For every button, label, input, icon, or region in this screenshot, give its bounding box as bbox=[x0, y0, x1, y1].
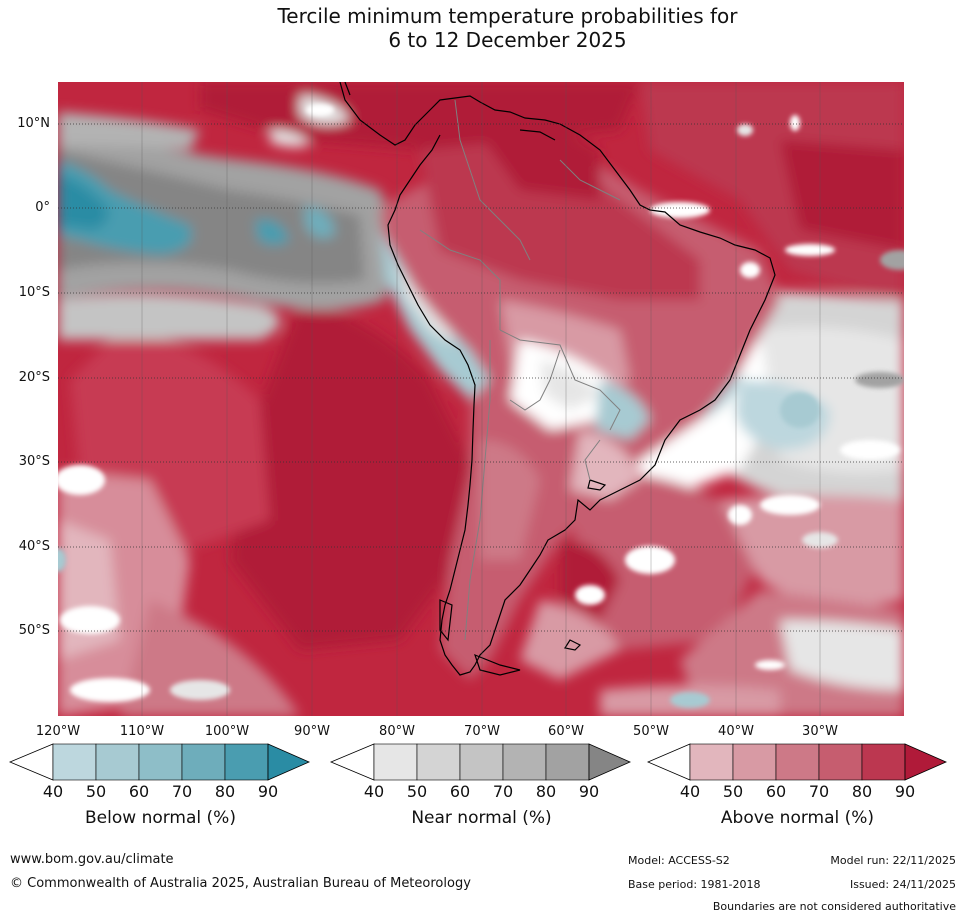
longitude-label: 90°W bbox=[294, 724, 330, 739]
colorbar-tick: 60 bbox=[449, 782, 471, 801]
latitude-label: 10°S bbox=[18, 285, 50, 300]
colorbar-segment bbox=[224, 743, 269, 781]
probability-blobs bbox=[58, 82, 904, 716]
colorbar-segment bbox=[545, 743, 590, 781]
colorbar-tick: 60 bbox=[765, 782, 787, 801]
colorbar-tick: 40 bbox=[363, 782, 385, 801]
colorbar-upper-extension bbox=[904, 743, 947, 781]
colorbar-segment bbox=[181, 743, 226, 781]
colorbar-tick: 70 bbox=[171, 782, 193, 801]
colorbar-tick: 50 bbox=[85, 782, 107, 801]
footer-copyright: © Commonwealth of Australia 2025, Austra… bbox=[10, 876, 471, 891]
latitude-label: 0° bbox=[35, 200, 50, 215]
colorbar-tick: 80 bbox=[214, 782, 236, 801]
longitude-label: 50°W bbox=[633, 724, 669, 739]
colorbar-segment bbox=[689, 743, 734, 781]
colorbar-title: Above normal (%) bbox=[720, 808, 875, 828]
colorbar-tick: 80 bbox=[851, 782, 873, 801]
colorbar-tick: 40 bbox=[42, 782, 64, 801]
colorbar-lower-extension bbox=[8, 743, 54, 781]
colorbar-segment bbox=[459, 743, 504, 781]
colorbar-segment bbox=[373, 743, 418, 781]
colorbar-tick: 60 bbox=[128, 782, 150, 801]
longitude-label: 100°W bbox=[204, 724, 250, 739]
probability-speckles bbox=[58, 104, 904, 708]
footer-website: www.bom.gov.au/climate bbox=[10, 852, 174, 867]
footer-base-period: Base period: 1981-2018 bbox=[628, 878, 761, 891]
colorbar-tick: 90 bbox=[894, 782, 916, 801]
latitude-label: 10°N bbox=[17, 116, 50, 131]
country-borders bbox=[419, 99, 621, 641]
colorbar-upper-extension bbox=[267, 743, 310, 781]
longitude-label: 40°W bbox=[718, 724, 754, 739]
footer-model-run: Model run: 22/11/2025 bbox=[830, 854, 956, 867]
colorbar-segment bbox=[416, 743, 461, 781]
longitude-label: 80°W bbox=[379, 724, 415, 739]
colorbar-title: Below normal (%) bbox=[85, 808, 236, 828]
colorbar-segment bbox=[861, 743, 906, 781]
colorbar-tick: 90 bbox=[578, 782, 600, 801]
latitude-label: 20°S bbox=[18, 370, 50, 385]
meridians bbox=[141, 82, 821, 716]
colorbar-segment bbox=[775, 743, 820, 781]
longitude-label: 120°W bbox=[35, 724, 81, 739]
longitude-label: 30°W bbox=[802, 724, 838, 739]
colorbar-segment bbox=[138, 743, 183, 781]
title-line-2: 6 to 12 December 2025 bbox=[388, 28, 627, 52]
colorbar-segment bbox=[95, 743, 140, 781]
colorbar-upper-extension bbox=[588, 743, 631, 781]
colorbar-tick: 80 bbox=[535, 782, 557, 801]
longitude-label: 60°W bbox=[548, 724, 584, 739]
footer-model: Model: ACCESS-S2 bbox=[628, 854, 730, 867]
colorbar-segment bbox=[502, 743, 547, 781]
longitude-label: 110°W bbox=[119, 724, 165, 739]
colorbar-tick: 50 bbox=[722, 782, 744, 801]
longitude-label: 70°W bbox=[464, 724, 500, 739]
colorbar-tick: 50 bbox=[406, 782, 428, 801]
colorbar-tick: 90 bbox=[257, 782, 279, 801]
latitude-label: 40°S bbox=[18, 539, 50, 554]
colorbar-tick: 40 bbox=[679, 782, 701, 801]
colorbars bbox=[8, 743, 947, 781]
colorbar-segment bbox=[52, 743, 97, 781]
colorbar-title: Near normal (%) bbox=[411, 808, 552, 828]
probability-field bbox=[58, 82, 904, 716]
colorbar-tick: 70 bbox=[492, 782, 514, 801]
colorbar-lower-extension bbox=[329, 743, 375, 781]
title-line-1: Tercile minimum temperature probabilitie… bbox=[277, 4, 738, 28]
map-title: Tercile minimum temperature probabilitie… bbox=[0, 4, 965, 52]
gridlines bbox=[58, 123, 904, 632]
colorbar-segment bbox=[732, 743, 777, 781]
latitude-label: 30°S bbox=[18, 454, 50, 469]
latitude-label: 50°S bbox=[18, 623, 50, 638]
colorbar-lower-extension bbox=[646, 743, 691, 781]
colorbar-tick: 70 bbox=[808, 782, 830, 801]
colorbar-segment bbox=[818, 743, 863, 781]
footer-issued: Issued: 24/11/2025 bbox=[849, 878, 956, 891]
footer-disclaimer: Boundaries are not considered authoritat… bbox=[712, 900, 956, 913]
